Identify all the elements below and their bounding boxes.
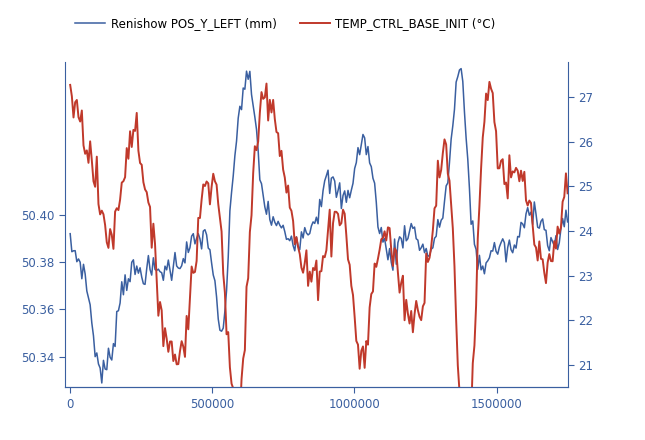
TEMP_CTRL_BASE_INIT (°C) (361, 365, 368, 370)
TEMP_CTRL_BASE_INIT (°C) (489, 91, 497, 96)
TEMP_CTRL_BASE_INIT (°C) (371, 261, 379, 266)
Renishow POS_Y_LEFT (mm) (457, 66, 465, 71)
Line: Renishow POS_Y_LEFT (mm): Renishow POS_Y_LEFT (mm) (70, 69, 568, 383)
TEMP_CTRL_BASE_INIT (°C) (521, 169, 528, 175)
Renishow POS_Y_LEFT (mm) (489, 249, 497, 254)
Renishow POS_Y_LEFT (mm) (521, 225, 528, 231)
Legend: Renishow POS_Y_LEFT (mm), TEMP_CTRL_BASE_INIT (°C): Renishow POS_Y_LEFT (mm), TEMP_CTRL_BASE… (70, 12, 501, 35)
Renishow POS_Y_LEFT (mm) (98, 380, 106, 385)
TEMP_CTRL_BASE_INIT (°C) (486, 79, 493, 84)
TEMP_CTRL_BASE_INIT (°C) (564, 191, 571, 196)
TEMP_CTRL_BASE_INIT (°C) (362, 338, 370, 344)
Renishow POS_Y_LEFT (mm) (362, 152, 370, 157)
Renishow POS_Y_LEFT (mm) (68, 249, 75, 254)
TEMP_CTRL_BASE_INIT (°C) (66, 82, 74, 88)
Line: TEMP_CTRL_BASE_INIT (°C): TEMP_CTRL_BASE_INIT (°C) (70, 82, 568, 440)
Renishow POS_Y_LEFT (mm) (564, 219, 571, 224)
Renishow POS_Y_LEFT (mm) (372, 200, 380, 205)
Renishow POS_Y_LEFT (mm) (364, 144, 372, 149)
TEMP_CTRL_BASE_INIT (°C) (68, 94, 75, 99)
Renishow POS_Y_LEFT (mm) (66, 231, 74, 236)
